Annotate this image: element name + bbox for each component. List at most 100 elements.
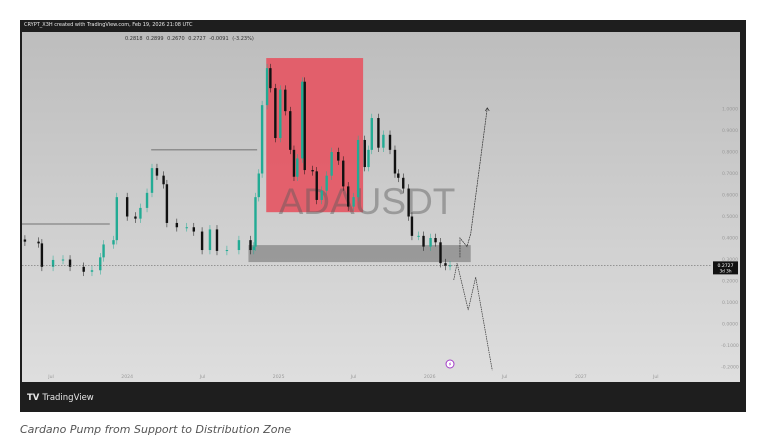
candle-body [402, 177, 405, 189]
candle-body [155, 168, 159, 176]
x-tick-label: 2027 [575, 374, 587, 380]
y-tick-label: 0.8000 [722, 150, 738, 156]
y-tick-label: 0.4000 [722, 236, 738, 242]
candle-body [162, 175, 165, 185]
candle-body [363, 139, 366, 168]
candle-body [422, 235, 425, 247]
price-chart[interactable]: ADAUSDT 1.0000 0.9000 0.8000 0.7000 0.6000 0.… [22, 32, 744, 382]
candle-body [429, 238, 432, 247]
candle-body [51, 259, 55, 267]
distribution-zone [266, 58, 364, 213]
candle-body [254, 197, 257, 247]
lightning-icon[interactable] [445, 359, 455, 369]
candle-body [200, 231, 204, 251]
candle-body [150, 168, 154, 193]
candle-body [225, 250, 229, 252]
candle-body [23, 239, 27, 242]
x-tick-label: Jul [350, 374, 357, 380]
x-tick-label: Jul [47, 374, 54, 380]
candle-body [269, 68, 272, 89]
y-tick-label: 0.7000 [722, 171, 738, 177]
candle-body [265, 68, 269, 106]
candle-body [175, 222, 179, 228]
candle-body [208, 229, 212, 251]
candle-body [382, 134, 385, 148]
candle-body [356, 139, 360, 198]
candle-body [61, 259, 65, 261]
y-tick-label: 0.0000 [722, 322, 738, 328]
symbol-watermark: ADAUSDT [279, 181, 456, 222]
candle-body [407, 188, 410, 217]
candle-body [434, 238, 437, 243]
candle-body [352, 197, 355, 207]
y-tick-label: -0.2000 [721, 365, 739, 371]
candle-body [102, 244, 105, 258]
last-price-tag: 0.2727 3d 3h [713, 261, 738, 275]
tradingview-logo-icon: TV [27, 393, 40, 403]
x-tick-label: Jul [652, 374, 659, 380]
chart-byline: CRYPT_X3H created with TradingView.com, … [24, 22, 193, 28]
candle-body [252, 246, 256, 251]
candle-body [292, 149, 296, 177]
candle-body [215, 229, 219, 251]
candle-body [410, 216, 414, 236]
chart-right-border [740, 32, 744, 382]
candle-body [370, 118, 373, 150]
tradingview-brand[interactable]: TV TradingView [27, 393, 94, 403]
candle-body [115, 197, 119, 241]
caption: Cardano Pump from Support to Distributio… [20, 423, 292, 436]
candle-body [192, 227, 196, 232]
candle-body [448, 265, 452, 267]
candle-body [320, 190, 323, 200]
candle-body [393, 149, 397, 174]
candle-body [40, 243, 44, 267]
x-tick-label: Jul [199, 374, 206, 380]
candle-body [417, 235, 420, 237]
candle-body [311, 170, 314, 172]
brand-name: TradingView [42, 393, 94, 403]
x-tick-label: Jul [501, 374, 508, 380]
y-tick-label: 1.0000 [722, 107, 738, 113]
y-tick-label: 0.5000 [722, 214, 738, 220]
candle-body [139, 207, 142, 219]
candle-body [347, 186, 350, 207]
chart-background [22, 32, 740, 382]
bullish-projection [459, 107, 488, 258]
candle-body [165, 184, 169, 223]
x-tick-label: 2024 [121, 374, 133, 380]
candle-body [330, 152, 333, 176]
y-tick-label: 0.2000 [722, 279, 738, 285]
candle-body [145, 192, 149, 208]
candle-body [257, 173, 260, 198]
candle-body [249, 240, 252, 251]
countdown-label: 3d 3h [720, 268, 732, 273]
candle-body [315, 171, 318, 200]
candle-body [367, 149, 370, 168]
candle-body [388, 134, 392, 150]
y-tick-label: 0.9000 [722, 128, 738, 134]
candle-body [342, 160, 345, 187]
candle-body [112, 240, 115, 245]
candle-body [82, 266, 85, 272]
arrow-head-icon [484, 107, 490, 112]
candle-body [289, 111, 292, 150]
candle-body [274, 88, 277, 139]
candle-body [439, 242, 442, 264]
last-price-label: 0.2727 [717, 263, 733, 269]
candle-body [90, 270, 94, 272]
candle-body [260, 105, 264, 174]
y-tick-label: 0.1000 [722, 300, 738, 306]
candle-body [377, 118, 380, 148]
candle-body [301, 81, 304, 159]
candle-body [134, 216, 137, 219]
candle-body [284, 89, 287, 112]
candle-body [303, 81, 306, 171]
candle-body [296, 158, 299, 177]
candle-body [99, 257, 102, 271]
x-tick-label: 2025 [273, 374, 285, 380]
candle-body [37, 241, 40, 244]
y-tick-label: 0.6000 [722, 193, 738, 199]
candle-body [185, 227, 188, 229]
candle-body [444, 263, 447, 266]
candle-body [279, 89, 282, 139]
